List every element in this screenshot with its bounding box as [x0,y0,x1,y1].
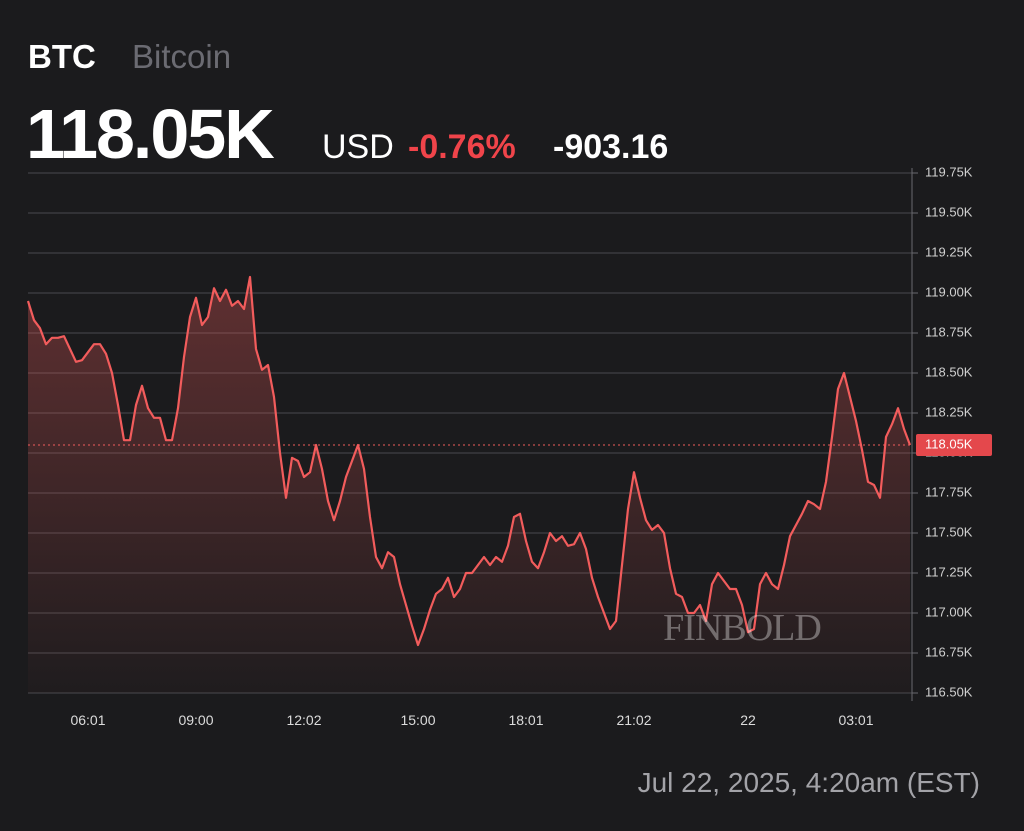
y-tick-label: 116.50K [925,684,973,699]
plot: 116.50K 116.75K 117.00K 117.25K 117.50K 117.7… [26,164,992,728]
x-tick-label: 18:01 [508,712,543,728]
x-tick-label: 09:00 [178,712,213,728]
y-tick-label: 119.75K [925,164,973,179]
x-tick-label: 15:00 [400,712,435,728]
symbol: BTC [28,38,96,75]
y-tick-label: 117.00K [925,604,973,619]
x-tick-label: 12:02 [286,712,321,728]
y-tick-label: 117.25K [925,564,973,579]
asset-name: Bitcoin [132,38,231,75]
price-line [26,275,912,647]
area [28,277,910,693]
currency: USD [322,128,394,166]
x-tick-label: 21:02 [616,712,651,728]
y-tick-label: 117.75K [925,484,973,499]
y-tick-label: 119.50K [925,204,973,219]
change-percent: -0.76% [408,128,516,166]
y-tick-label: 118.50K [925,364,973,379]
y-tick-label: 118.75K [925,324,973,339]
watermark: FINBOLD [663,607,821,649]
y-tick-label: 119.00K [925,284,973,299]
x-tick-label: 06:01 [70,712,105,728]
y-tick-label: 118.25K [925,404,973,419]
timestamp: Jul 22, 2025, 4:20am (EST) [638,767,980,798]
change: -903.16 [553,128,668,166]
current-price-label: 118.05K [925,436,973,451]
y-tick-label: 116.75K [925,644,973,659]
y-tick-label: 119.25K [925,244,973,259]
y-tick-label: 117.50K [925,524,973,539]
x-tick-label: 22 [740,712,756,728]
current-price-badge [916,434,992,456]
price: 118.05K [26,95,274,173]
x-tick-label: 03:01 [838,712,873,728]
